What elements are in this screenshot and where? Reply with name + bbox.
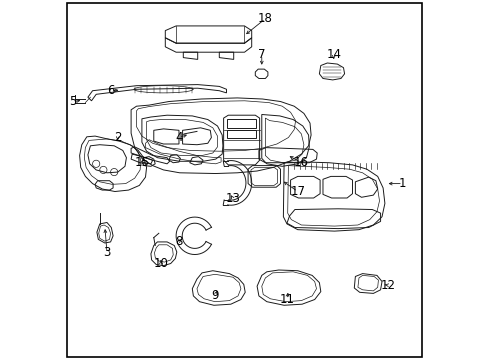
Text: 4: 4 [175,131,183,144]
Text: 17: 17 [290,185,305,198]
Text: 8: 8 [175,235,183,248]
Text: 2: 2 [114,131,122,144]
Text: 10: 10 [153,257,168,270]
Text: 16: 16 [293,156,308,169]
Text: 12: 12 [380,279,394,292]
Text: 11: 11 [279,293,294,306]
Text: 15: 15 [134,156,149,169]
Text: 3: 3 [103,246,110,259]
Text: 13: 13 [225,192,240,205]
Text: 6: 6 [106,84,114,97]
Text: 9: 9 [211,289,218,302]
Text: 1: 1 [398,177,406,190]
Text: 7: 7 [258,48,265,61]
Text: 18: 18 [257,12,272,25]
Text: 14: 14 [325,48,341,61]
Text: 5: 5 [69,95,76,108]
